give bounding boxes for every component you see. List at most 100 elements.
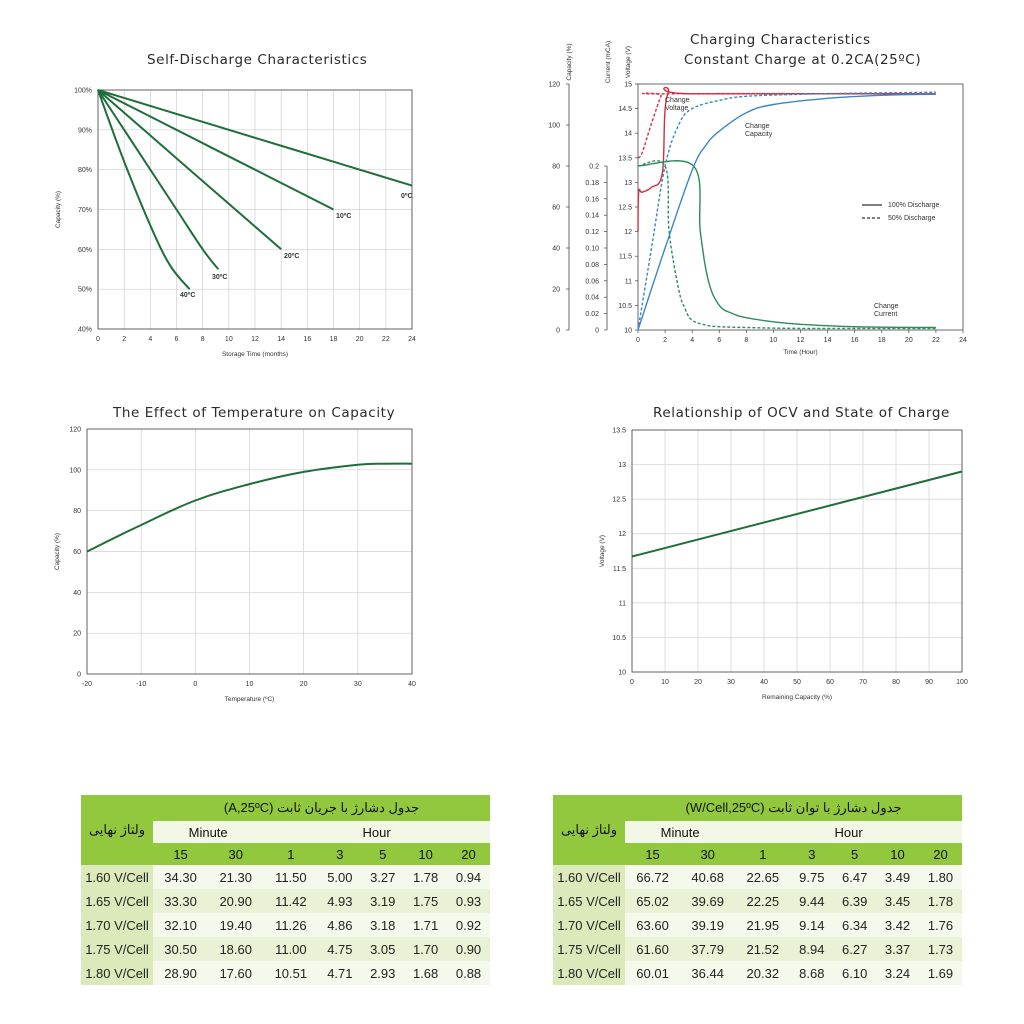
- table-cell: 9.75: [790, 865, 834, 889]
- voltage-tick-label: 11: [625, 278, 632, 285]
- x-tick-label: 24: [959, 337, 967, 344]
- column-header-row: 15 30 1 3 5 10 20: [553, 843, 962, 865]
- current-tick-label: 0.08: [585, 262, 599, 269]
- column-header: 5: [833, 843, 877, 865]
- y-tick-label: 20: [73, 631, 81, 638]
- table-cell: 3.45: [876, 889, 919, 913]
- voltage-tick-label: 13: [624, 180, 632, 187]
- series-line: [97, 89, 282, 251]
- charging-title-line2: Constant Charge at 0.2CA(25ºC): [684, 52, 922, 68]
- table-cell: 28.90: [153, 961, 209, 985]
- table-cell: 3.05: [361, 937, 405, 961]
- table-cell: 6.47: [833, 865, 877, 889]
- column-header: 20: [447, 843, 490, 865]
- y-tick-label: 13: [618, 462, 626, 469]
- voltage-tick-label: 10.5: [618, 303, 632, 310]
- x-axis-label: Time (Hour): [783, 349, 817, 356]
- column-header-row: 15 30 1 3 5 10 20: [81, 843, 490, 865]
- x-tick-label: 18: [330, 336, 338, 343]
- table-cell: 32.10: [153, 913, 209, 937]
- current-dashed-line: [637, 160, 936, 330]
- x-tick-label: 6: [175, 336, 179, 343]
- x-tick-label: 16: [303, 336, 311, 343]
- x-tick-label: 8: [201, 336, 205, 343]
- current-tick-label: 0.04: [585, 295, 599, 302]
- table-cell: 20.90: [208, 889, 264, 913]
- table-cell: 1.75: [404, 889, 448, 913]
- table-cell: 6.34: [833, 913, 877, 937]
- table-cell: 0.90: [447, 937, 490, 961]
- y-tick-label: 10: [618, 670, 626, 677]
- table-cell: 33.30: [153, 889, 209, 913]
- voltage-dashed-line: [637, 92, 936, 159]
- column-header: 30: [680, 843, 736, 865]
- voltage-annotation: Change: [665, 97, 690, 104]
- x-tick-label: 14: [824, 337, 832, 344]
- table-cell: 34.30: [153, 865, 209, 889]
- table-cell: 3.37: [876, 937, 919, 961]
- capacity-annotation: Change: [745, 123, 770, 130]
- x-tick-label: 4: [148, 336, 152, 343]
- table-cell: 3.19: [361, 889, 405, 913]
- table-cell: 6.39: [833, 889, 877, 913]
- final-voltage-header: ولتاژ نهایی: [553, 795, 625, 865]
- voltage-axis-label: Voltage (V): [625, 46, 632, 78]
- x-tick-label: 18: [878, 337, 886, 344]
- x-tick-label: 12: [797, 337, 805, 344]
- current-annotation: Change: [874, 303, 899, 310]
- series-line: [97, 89, 191, 290]
- series-label: 30ºC: [212, 274, 227, 281]
- capacity-tick-label: 80: [552, 164, 560, 171]
- x-tick-label: 90: [925, 679, 933, 686]
- table-cell: 39.19: [680, 913, 736, 937]
- row-label: 1.80 V/Cell: [81, 961, 153, 985]
- table-row: 1.80 V/Cell 60.01 36.44 20.32 8.68 6.10 3.24 1.…: [553, 961, 962, 985]
- row-label: 1.65 V/Cell: [553, 889, 625, 913]
- column-header: 10: [404, 843, 448, 865]
- x-tick-label: 0: [636, 337, 640, 344]
- table-cell: 21.95: [735, 913, 791, 937]
- x-tick-label: 2: [122, 336, 126, 343]
- table-row: 1.80 V/Cell 28.90 17.60 10.51 4.71 2.93 1.68 0.…: [81, 961, 490, 985]
- table-cell: 63.60: [625, 913, 681, 937]
- y-tick-label: 50%: [78, 287, 92, 294]
- voltage-tick-label: 11.5: [619, 254, 632, 261]
- x-tick-label: 10: [225, 336, 233, 343]
- x-tick-label: 30: [354, 681, 362, 688]
- table-cell: 17.60: [208, 961, 264, 985]
- current-tick-label: 0.14: [585, 213, 599, 220]
- column-header: 20: [918, 843, 962, 865]
- table-cell: 39.69: [680, 889, 736, 913]
- table-row: 1.75 V/Cell 30.50 18.60 11.00 4.75 3.05 1.70 0.…: [81, 937, 490, 961]
- table-cell: 3.24: [876, 961, 919, 985]
- x-tick-label: 40: [760, 679, 768, 686]
- x-tick-label: 20: [356, 336, 364, 343]
- table-cell: 11.26: [263, 913, 319, 937]
- table-cell: 6.27: [833, 937, 877, 961]
- voltage-tick-label: 13.5: [618, 155, 632, 162]
- y-tick-label: 12: [618, 531, 626, 538]
- table-cell: 3.42: [876, 913, 919, 937]
- table-cell: 65.02: [625, 889, 681, 913]
- table-cell: 0.88: [447, 961, 490, 985]
- y-axis-label: Capacity (%): [55, 191, 62, 228]
- column-header: 3: [790, 843, 834, 865]
- table-cell: 0.93: [447, 889, 490, 913]
- table-cell: 20.32: [735, 961, 791, 985]
- voltage-solid-line: [637, 86, 936, 232]
- row-label: 1.60 V/Cell: [81, 865, 153, 889]
- y-axis-label: Capacity (%): [54, 533, 61, 570]
- ocv-title: Relationship of OCV and State of Charge: [653, 405, 950, 421]
- table-cell: 11.50: [263, 865, 319, 889]
- x-axis-label: Temperature (ºC): [225, 696, 275, 703]
- x-tick-label: 10: [246, 681, 254, 688]
- y-tick-label: 11.5: [613, 566, 626, 573]
- table-cell: 11.00: [263, 937, 319, 961]
- x-tick-label: 8: [744, 337, 748, 344]
- table-cell: 4.93: [318, 889, 362, 913]
- table-cell: 18.60: [208, 937, 264, 961]
- series-line: [97, 89, 413, 187]
- x-tick-label: 30: [727, 679, 735, 686]
- y-tick-label: 90%: [78, 127, 92, 134]
- current-tick-label: 0.02: [585, 311, 599, 318]
